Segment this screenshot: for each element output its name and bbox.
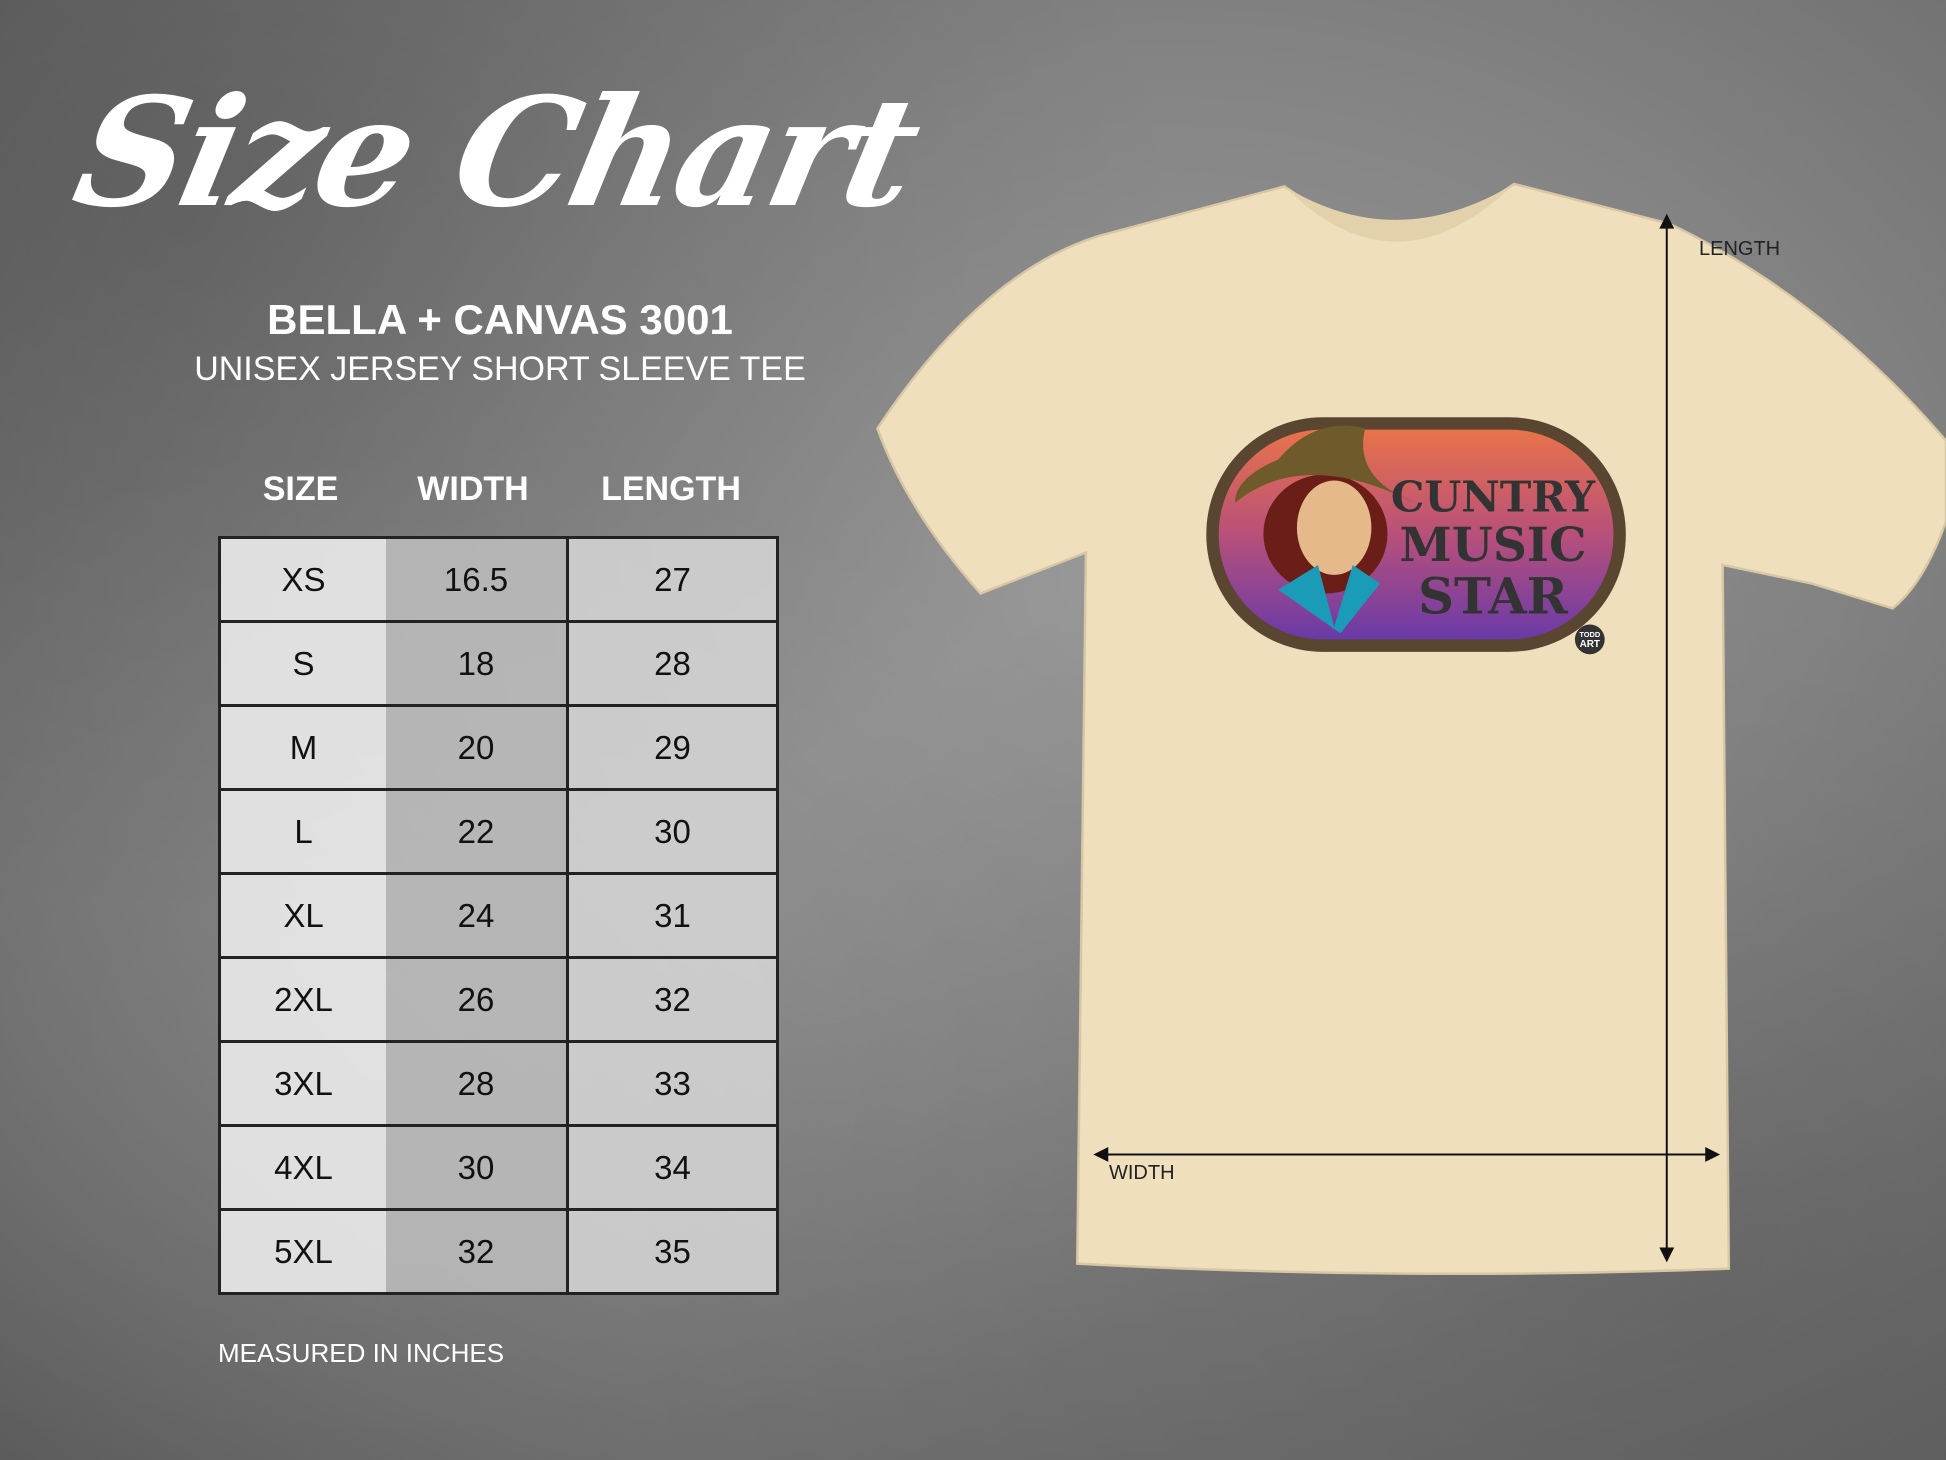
- brand-model: BELLA + CANVAS 3001: [267, 296, 733, 343]
- table-row: L 22 30: [218, 788, 779, 875]
- length-cell: 28: [566, 620, 779, 707]
- length-cell: 29: [566, 704, 779, 791]
- size-cell: XS: [218, 536, 386, 623]
- size-table: XS 16.5 27 S 18 28 M 20 29 L 22 30 XL 24 31 2XL 26 32 3XL 2…: [218, 536, 779, 1295]
- table-row: 5XL 32 35: [218, 1208, 779, 1295]
- width-arrow: [1093, 1147, 1721, 1162]
- cowboy-hat: [1234, 425, 1415, 503]
- table-row: 3XL 28 33: [218, 1040, 779, 1127]
- width-cell: 28: [386, 1040, 569, 1127]
- width-label: WIDTH: [1109, 1162, 1175, 1184]
- product-subtitle: UNISEX JERSEY SHORT SLEEVE TEE: [194, 350, 806, 388]
- width-cell: 18: [386, 620, 569, 707]
- size-cell: L: [218, 788, 386, 875]
- width-cell: 32: [386, 1208, 569, 1295]
- badge-line-2: ART: [1580, 639, 1600, 650]
- width-cell: 22: [386, 788, 569, 875]
- length-label: LENGTH: [1699, 238, 1781, 260]
- width-cell: 20: [386, 704, 569, 791]
- tshirt-collar: [1284, 183, 1515, 242]
- length-cell: 30: [566, 788, 779, 875]
- table-row: 2XL 26 32: [218, 956, 779, 1043]
- header-width: WIDTH: [417, 470, 529, 508]
- length-cell: 35: [566, 1208, 779, 1295]
- header-length: LENGTH: [601, 470, 741, 508]
- length-cell: 34: [566, 1124, 779, 1211]
- cowgirl-collar: [1278, 564, 1381, 634]
- table-row: XL 24 31: [218, 872, 779, 959]
- width-cell: 26: [386, 956, 569, 1043]
- tshirt-body: [876, 182, 1946, 1276]
- length-cell: 31: [566, 872, 779, 959]
- size-cell: 3XL: [218, 1040, 386, 1127]
- units-note: MEASURED IN INCHES: [218, 1338, 505, 1368]
- header-size: SIZE: [262, 470, 339, 508]
- width-cell: 24: [386, 872, 569, 959]
- length-cell: 27: [566, 536, 779, 623]
- size-cell: 2XL: [218, 956, 386, 1043]
- shirt-graphic: CUNTRY MUSIC STAR TODD ART: [1206, 417, 1626, 655]
- table-row: XS 16.5 27: [218, 536, 779, 623]
- table-row: M 20 29: [218, 704, 779, 791]
- graphic-line-1: CUNTRY: [1391, 472, 1596, 522]
- size-cell: S: [218, 620, 386, 707]
- size-cell: 5XL: [218, 1208, 386, 1295]
- graphic-line-3: STAR: [1418, 566, 1569, 625]
- table-row: S 18 28: [218, 620, 779, 707]
- width-cell: 30: [386, 1124, 569, 1211]
- graphic-line-2: MUSIC: [1400, 518, 1587, 573]
- length-cell: 33: [566, 1040, 779, 1127]
- size-cell: 4XL: [218, 1124, 386, 1211]
- length-cell: 32: [566, 956, 779, 1043]
- table-row: 4XL 30 34: [218, 1124, 779, 1211]
- size-cell: XL: [218, 872, 386, 959]
- length-arrow: [1659, 213, 1675, 1263]
- width-cell: 16.5: [386, 536, 569, 623]
- badge-line-1: TODD: [1579, 630, 1601, 639]
- size-cell: M: [218, 704, 386, 791]
- cowgirl-face: [1296, 480, 1372, 575]
